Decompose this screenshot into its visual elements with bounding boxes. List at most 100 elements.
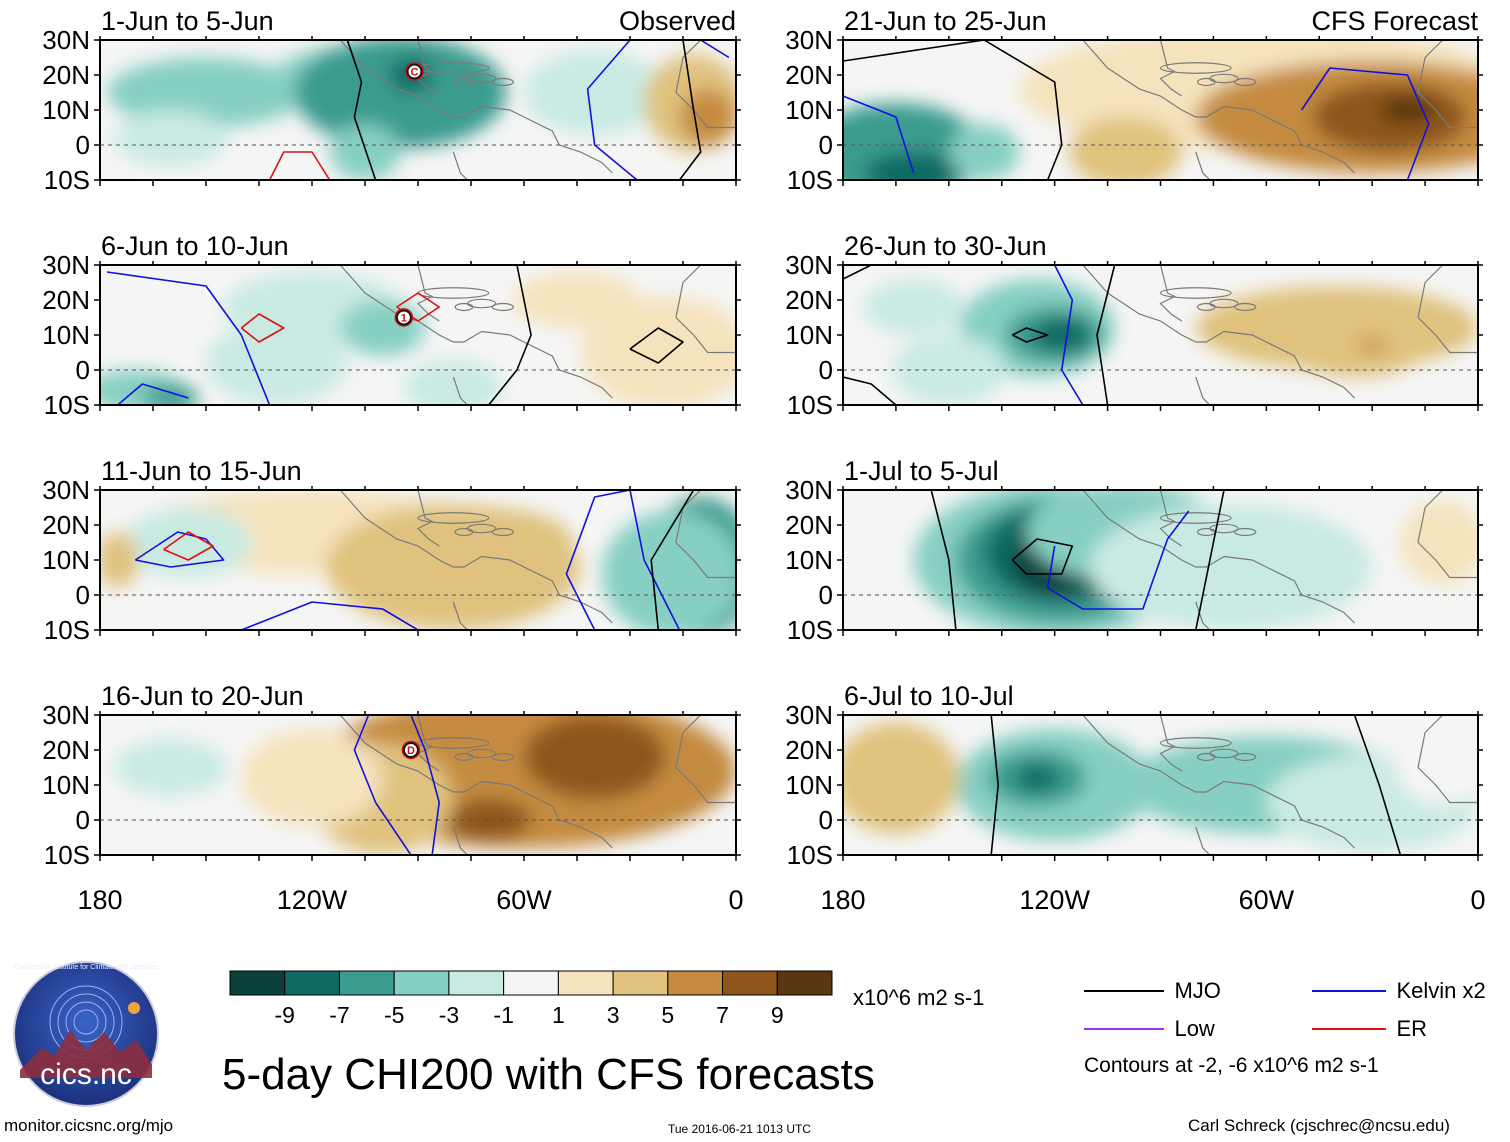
colorbar-swatch xyxy=(667,970,724,996)
legend-note: Contours at -2, -6 x10^6 m2 s-1 xyxy=(1084,1054,1379,1077)
contour-line xyxy=(1053,265,1084,405)
panel-period: 16-Jun to 20-Jun xyxy=(101,681,304,711)
panel-period: 6-Jul to 10-Jul xyxy=(844,681,1014,711)
anomaly-shading xyxy=(114,110,228,166)
contour-line xyxy=(1353,715,1402,855)
contour-line xyxy=(346,40,377,180)
anomaly-shading xyxy=(843,722,960,834)
contour-line xyxy=(117,383,189,405)
lat-label: 10N xyxy=(785,95,833,125)
storm-marker: D xyxy=(401,740,421,760)
storm-marker-letter: D xyxy=(407,745,415,757)
panel-7 xyxy=(843,715,1478,855)
contour-line xyxy=(843,95,915,174)
contour-line xyxy=(410,715,440,855)
lat-label: 10N xyxy=(785,545,833,575)
author-credit: Carl Schreck (cjschrec@ncsu.edu) xyxy=(1188,1116,1450,1135)
anomaly-shading xyxy=(1358,338,1387,353)
coastline xyxy=(339,40,736,180)
anomaly-shading xyxy=(241,729,383,827)
figure-title: 5-day CHI200 with CFS forecasts xyxy=(222,1050,875,1099)
timestamp: Tue 2016-06-21 1013 UTC xyxy=(668,1122,811,1136)
panel-label: Observed xyxy=(619,6,736,36)
colorbar: -9 -7 -5 -3 -1 1 3 5 7 9 xyxy=(229,970,833,1028)
contour-line xyxy=(241,601,419,630)
colorbar-swatch xyxy=(338,970,395,996)
contour-line xyxy=(353,715,412,855)
lon-label: 0 xyxy=(728,885,743,915)
lon-label: 120W xyxy=(277,885,348,915)
panel-2 xyxy=(100,490,736,630)
colorbar-tick-label: 7 xyxy=(716,1002,729,1028)
panel-period: 6-Jun to 10-Jun xyxy=(101,231,289,261)
contour-line xyxy=(843,40,1063,180)
colorbar-swatch xyxy=(776,970,833,996)
panel-period: 26-Jun to 30-Jun xyxy=(844,231,1047,261)
lon-label: 180 xyxy=(77,885,122,915)
anomaly-shading xyxy=(403,359,503,405)
panel-period: 1-Jul to 5-Jul xyxy=(844,456,999,486)
contour-line xyxy=(1011,327,1049,343)
legend-item-low: Low xyxy=(1084,1016,1215,1042)
lat-label: 10S xyxy=(44,840,90,870)
contour-line xyxy=(1194,490,1225,630)
panel-0 xyxy=(100,40,736,180)
lat-label: 10N xyxy=(785,320,833,350)
lat-label: 0 xyxy=(76,805,90,835)
anomaly-shading xyxy=(1033,317,1090,353)
anomaly-shading xyxy=(446,799,532,841)
contour-line xyxy=(240,313,285,343)
lat-label: 0 xyxy=(819,580,833,610)
contour-line xyxy=(1011,538,1074,575)
storm-marker-letter: 1 xyxy=(401,313,407,325)
lat-label: 20N xyxy=(785,60,833,90)
coastline xyxy=(1082,490,1478,630)
anomaly-shading xyxy=(524,50,666,135)
lat-label: 10S xyxy=(44,615,90,645)
anomaly-shading xyxy=(1400,500,1478,585)
lat-label: 10S xyxy=(787,840,833,870)
colorbar-tick-label: -9 xyxy=(275,1002,295,1028)
legend-swatch-er xyxy=(1312,1028,1386,1030)
contour-line xyxy=(1300,67,1430,180)
lat-label: 10N xyxy=(785,770,833,800)
anomaly-shading xyxy=(142,384,199,405)
contour-line xyxy=(700,40,730,59)
lat-label: 30N xyxy=(42,25,90,55)
lon-label: 60W xyxy=(1239,885,1295,915)
storm-marker: C xyxy=(405,62,424,81)
legend-item-mjo: MJO xyxy=(1084,978,1221,1004)
legend-swatch-kelvin xyxy=(1312,990,1386,992)
coastline xyxy=(339,490,736,630)
contour-line xyxy=(134,531,225,568)
anomaly-shading xyxy=(1393,715,1478,806)
anomaly-shading xyxy=(864,279,963,335)
anomaly-shading xyxy=(864,152,963,180)
colorbar-tick-label: -5 xyxy=(384,1002,404,1028)
panel-period: 11-Jun to 15-Jun xyxy=(101,456,302,486)
anomaly-shading xyxy=(679,89,736,145)
lon-label: 0 xyxy=(1470,885,1485,915)
anomaly-shading xyxy=(340,300,426,356)
colorbar-units: x10^6 m2 s-1 xyxy=(853,985,985,1010)
lat-label: 30N xyxy=(785,25,833,55)
lat-label: 30N xyxy=(785,250,833,280)
lat-label: 10N xyxy=(42,545,90,575)
anomaly-shading xyxy=(1379,96,1436,124)
lat-label: 0 xyxy=(819,355,833,385)
legend-label-low: Low xyxy=(1174,1016,1215,1041)
colorbar-swatch xyxy=(448,970,505,996)
panel-period: 1-Jun to 5-Jun xyxy=(101,6,274,36)
lat-label: 0 xyxy=(819,805,833,835)
anomaly-shading xyxy=(114,739,228,796)
colorbar-swatch xyxy=(393,970,450,996)
legend-item-er: ER xyxy=(1312,1016,1427,1042)
lat-label: 30N xyxy=(42,250,90,280)
anomaly-shading xyxy=(329,124,401,180)
panel-label: CFS Forecast xyxy=(1311,6,1478,36)
anomaly-shading xyxy=(403,507,574,578)
colorbar-tick-label: -3 xyxy=(439,1002,459,1028)
logo-text: cics.nc xyxy=(40,1058,132,1091)
coastline xyxy=(1082,40,1478,180)
